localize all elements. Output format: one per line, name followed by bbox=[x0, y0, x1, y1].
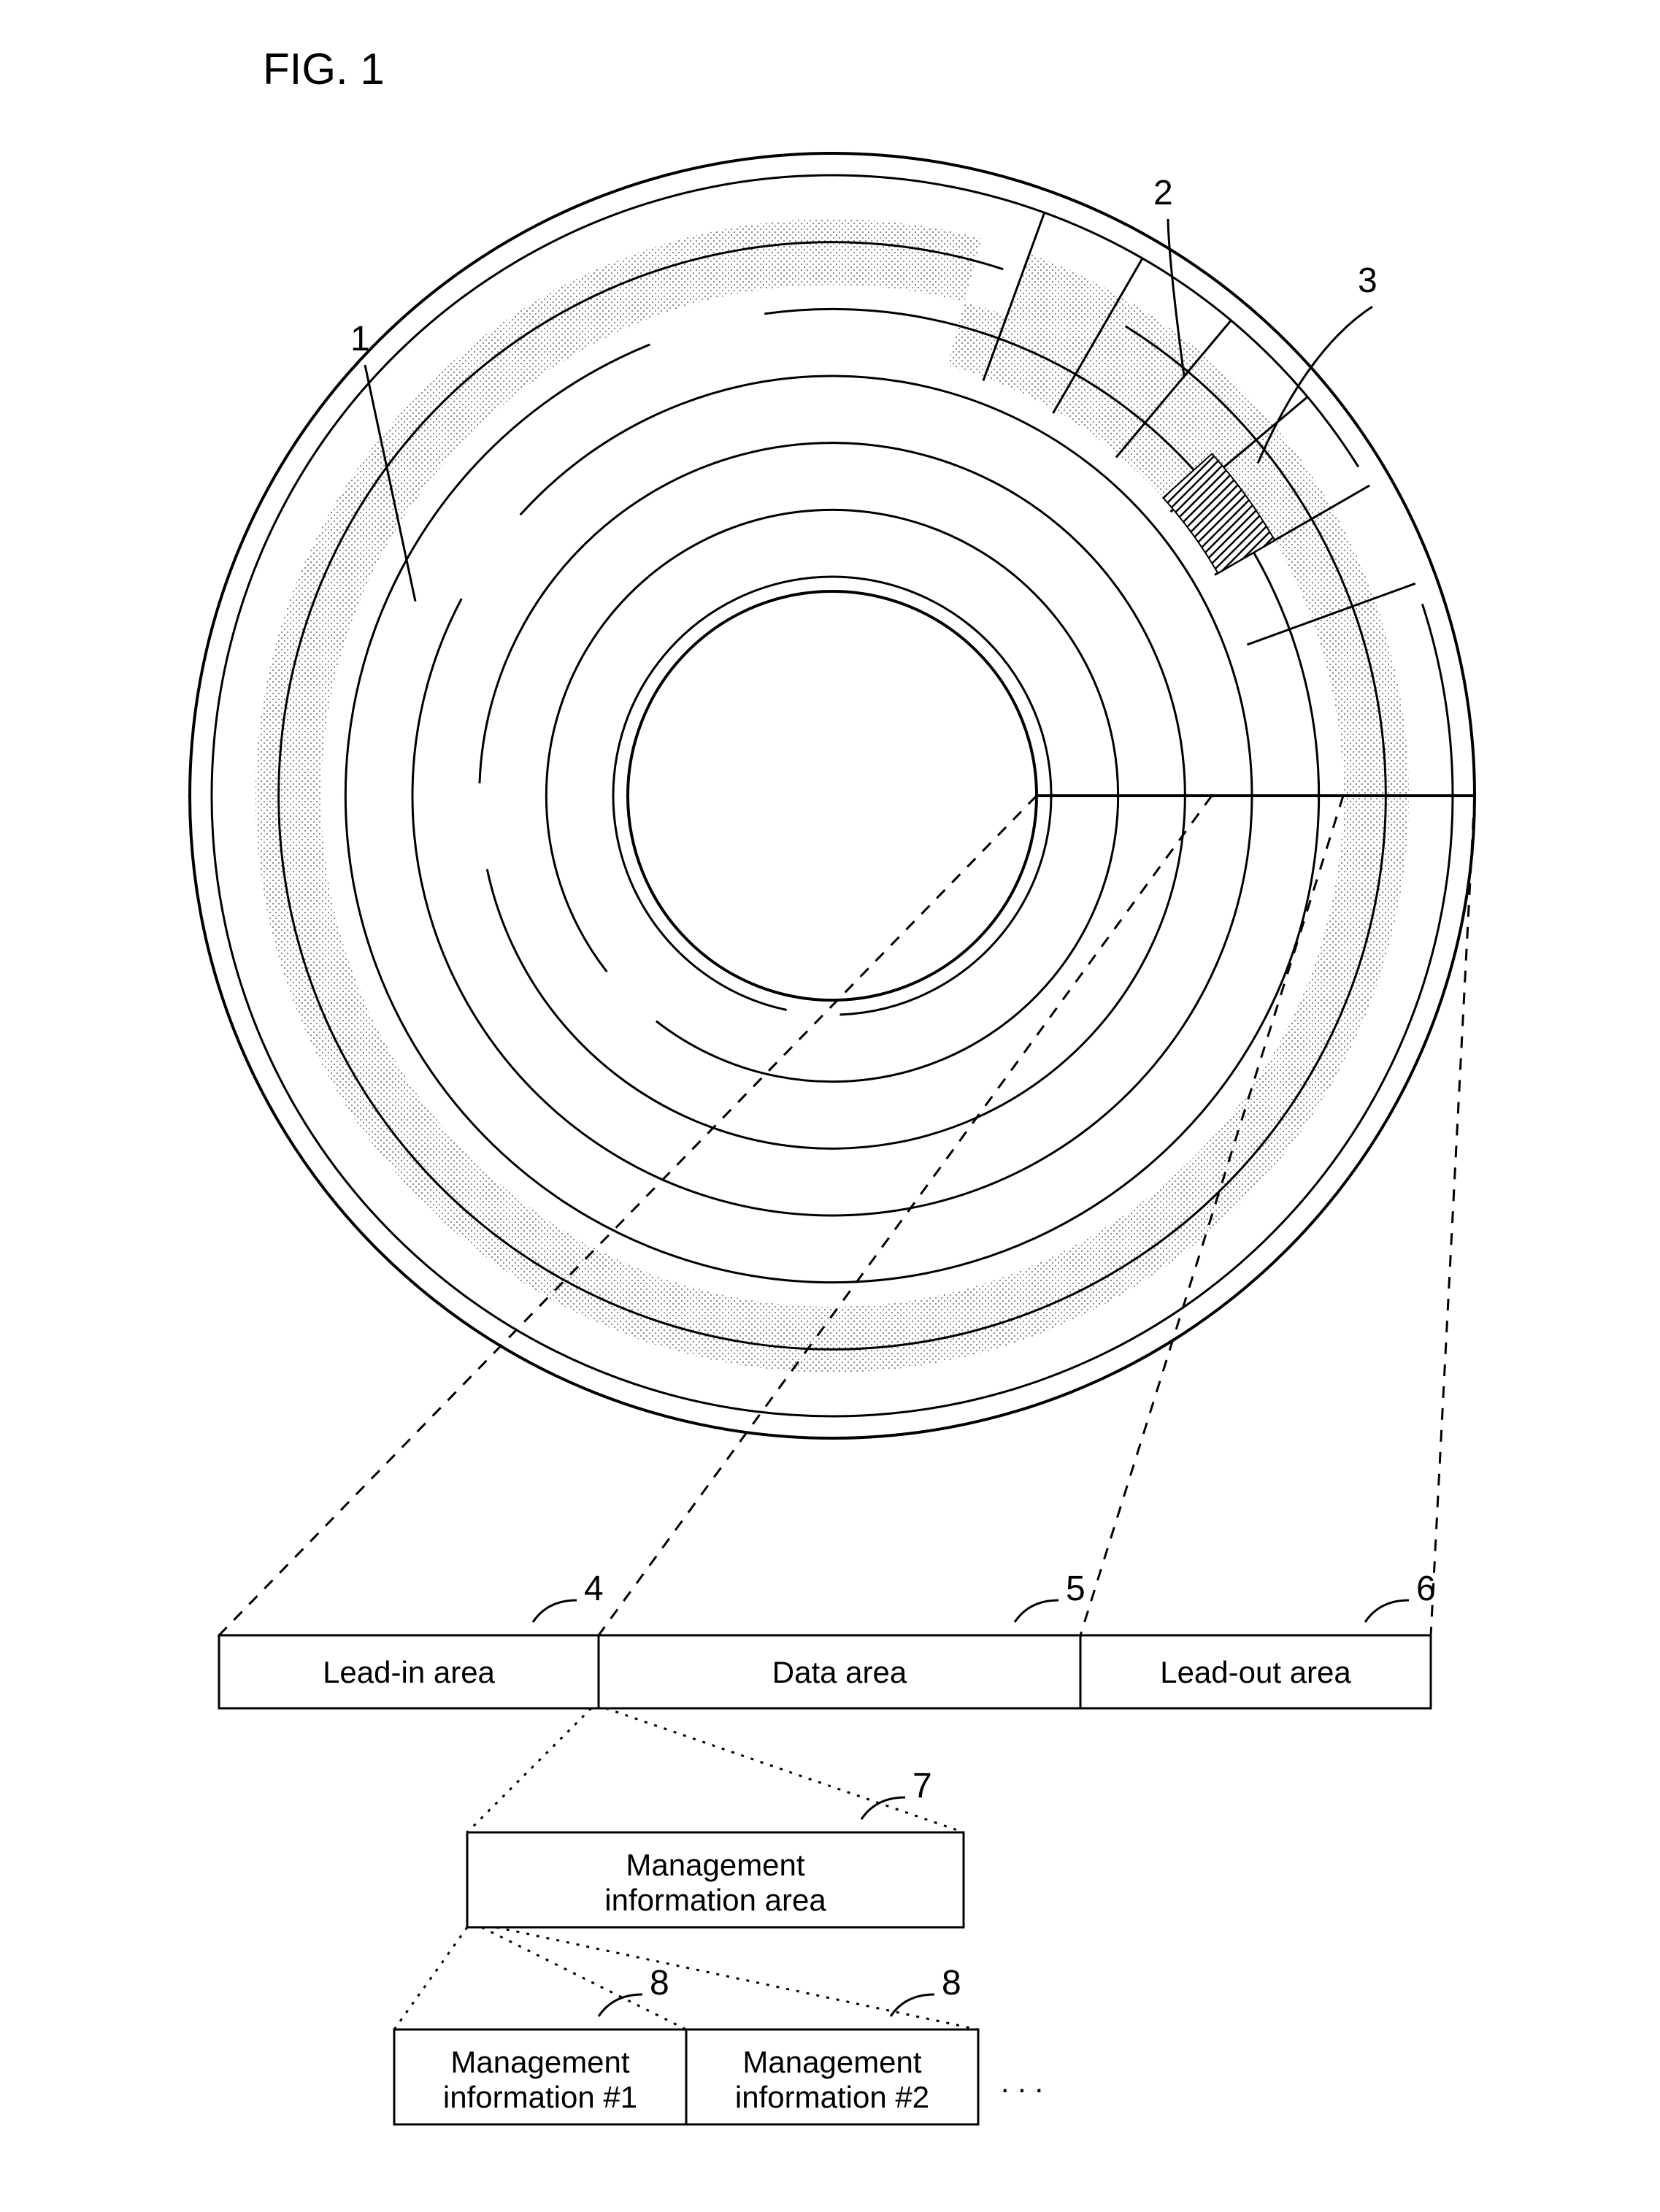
mgmt-info-8a-num: 8 bbox=[650, 1964, 669, 2002]
mgmt-info-area-l2: information area bbox=[604, 1883, 826, 1917]
callout-2: 2 bbox=[1153, 174, 1173, 212]
figure-title: FIG. 1 bbox=[263, 44, 385, 94]
mgmt-info-8b-l1: Management bbox=[742, 2045, 921, 2079]
bar2-to-bar3-leaders bbox=[394, 1927, 978, 2029]
bar1-5-num: 5 bbox=[1066, 1570, 1085, 1608]
layout-bar-3: Managementinformation #18Managementinfor… bbox=[394, 1964, 1043, 2124]
callout-1: 1 bbox=[350, 320, 370, 358]
mgmt-info-8a-l2: information #1 bbox=[443, 2080, 637, 2114]
bar1-6-num: 6 bbox=[1416, 1570, 1436, 1608]
mgmt-info-8a-l1: Management bbox=[450, 2045, 629, 2079]
bar1-4-label: Lead-in area bbox=[323, 1655, 495, 1689]
mgmt-info-8b-l2: information #2 bbox=[735, 2080, 929, 2114]
bar1-to-bar2-leaders bbox=[467, 1708, 964, 1832]
bar1-6-label: Lead-out area bbox=[1160, 1655, 1351, 1689]
mgmt-info-area-num: 7 bbox=[912, 1767, 932, 1805]
layout-bar-2: Managementinformation area 7 bbox=[467, 1767, 964, 1927]
layout-bar-1: Lead-in area 4 Data area 5 Lead-out area 6 bbox=[219, 1570, 1436, 1708]
bar1-5-label: Data area bbox=[772, 1655, 907, 1689]
bar1-4-num: 4 bbox=[584, 1570, 604, 1608]
callout-3: 3 bbox=[1358, 261, 1377, 300]
mgmt-info-ellipsis: . . . bbox=[1001, 2065, 1043, 2099]
disc-group: 1 2 3 bbox=[190, 153, 1475, 1438]
figure-svg: 1 2 3 Lead-in area 4 Data area 5 Lead-out area… bbox=[29, 29, 1631, 2183]
mgmt-info-area-l1: Management bbox=[626, 1848, 804, 1882]
mgmt-info-8b-num: 8 bbox=[942, 1964, 961, 2002]
